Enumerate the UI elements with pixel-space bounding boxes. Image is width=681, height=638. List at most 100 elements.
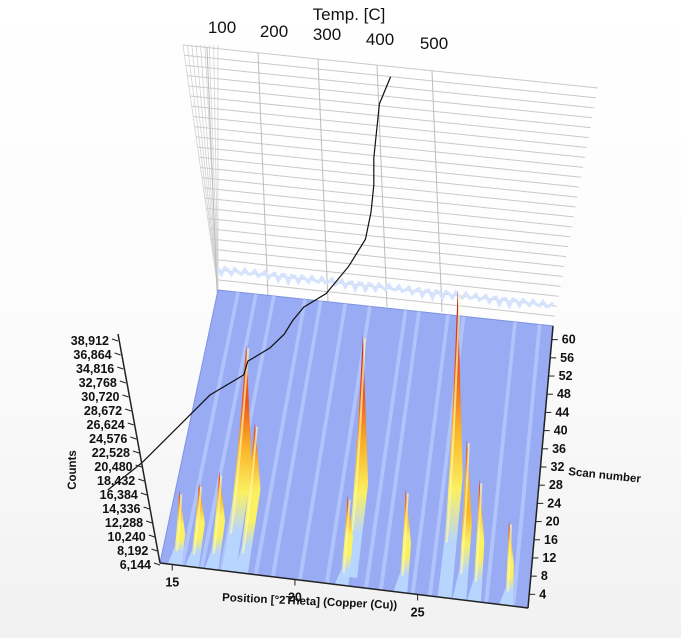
y-tick [111, 338, 119, 342]
gridline [185, 64, 595, 109]
y-tick [130, 436, 137, 440]
gridline [193, 115, 585, 158]
gridline [210, 238, 563, 277]
gridline [201, 177, 574, 218]
x-axis-title: Position [°2Theta] (Copper (Cu)) [222, 592, 398, 612]
z-tick-label: 56 [560, 351, 574, 365]
peak-highlight [506, 524, 512, 592]
z-tick-label: 8 [541, 569, 548, 583]
x-axis-line [159, 562, 529, 609]
gridline [206, 207, 569, 248]
back-wall: 100 200 300 400 500 [182, 18, 599, 327]
temp-gridline [431, 70, 443, 312]
gridline [207, 218, 567, 258]
peak-highlight [229, 348, 250, 535]
gridline [190, 95, 589, 139]
gridline [212, 248, 561, 287]
y-tick [140, 492, 148, 496]
peak-highlight [351, 338, 366, 532]
z-tick-label: 4 [539, 587, 546, 601]
z-tick-label: 20 [546, 515, 560, 529]
gridline [213, 44, 219, 291]
y-tick-label: 8,192 [117, 544, 148, 558]
temp-tick-label: 300 [313, 25, 341, 44]
y-tick-label: 6,144 [120, 558, 151, 572]
y-tick [143, 506, 150, 510]
gridline [184, 54, 597, 99]
y-tick [145, 520, 153, 524]
y-tick-label: 38,912 [71, 334, 109, 348]
gridline [191, 105, 587, 148]
y-tick [124, 408, 132, 412]
floor-streak [364, 309, 408, 589]
peak-highlight [342, 499, 351, 574]
y-tick [138, 478, 145, 482]
gridline [209, 228, 565, 267]
y-tick [151, 548, 158, 552]
y-tick [132, 450, 140, 454]
peak-highlight [241, 426, 258, 554]
y-tick [135, 464, 142, 468]
gridline [216, 279, 555, 317]
z-tick-label: 36 [552, 442, 566, 456]
y-tick-label: 12,288 [105, 516, 143, 530]
y-tick-label: 14,336 [102, 502, 140, 516]
gridline [208, 44, 219, 291]
floor-streak [410, 314, 450, 595]
y-tick [114, 352, 121, 356]
gridline [182, 44, 219, 291]
temp-curve [107, 76, 392, 491]
floor-streak [484, 321, 517, 604]
y-tick-label: 34,816 [76, 362, 114, 376]
floor-streak [199, 293, 258, 569]
y-tick-label: 32,768 [79, 376, 117, 390]
y-tick [119, 380, 127, 384]
y-tick-label: 24,576 [89, 432, 127, 446]
x-tick-label: 20 [288, 591, 302, 605]
z-tick-label: 52 [559, 369, 573, 383]
axes: 6,1448,19210,24012,28814,33616,38418,432… [71, 325, 576, 620]
floor-streak [378, 311, 421, 591]
back-wall-face [183, 45, 598, 326]
gridline [196, 136, 582, 178]
peak-highlight [175, 494, 183, 552]
gridline [203, 187, 572, 228]
z-tick-label: 60 [562, 333, 576, 347]
y-axis-title: Counts [67, 450, 79, 490]
temp-gridline [317, 58, 329, 302]
y-tick [127, 422, 134, 426]
y-tick-label: 36,864 [73, 348, 111, 362]
y-tick-label: 28,672 [84, 404, 122, 418]
y-tick [122, 394, 129, 398]
peak-highlight [445, 293, 461, 543]
temp-tick-label: 400 [366, 30, 394, 49]
y-tick-label: 30,720 [81, 390, 119, 404]
diffraction-peaks [167, 289, 514, 607]
floor-streak [180, 291, 240, 566]
floor-streak [297, 303, 348, 581]
gridline [195, 44, 219, 291]
z-axis-title: Scan number [568, 466, 642, 486]
floor-streak [253, 299, 307, 575]
peak-highlight [192, 486, 203, 555]
y-tick-label: 10,240 [108, 530, 146, 544]
z-tick-label: 32 [551, 460, 565, 474]
peak-highlight [475, 483, 483, 582]
peak-highlight [212, 475, 223, 555]
z-tick-label: 12 [542, 551, 556, 565]
temp-gridline [206, 47, 218, 293]
y-tick-label: 22,528 [92, 446, 130, 460]
temp-tick-label: 200 [260, 22, 288, 41]
y-tick [148, 534, 155, 538]
temp-tick-label: 500 [420, 34, 448, 53]
floor-streak [511, 324, 542, 607]
y-tick-label: 18,432 [97, 474, 135, 488]
gridline [187, 75, 593, 119]
y-tick-label: 20,480 [94, 460, 132, 474]
z-tick-label: 44 [555, 405, 569, 419]
gridline [186, 44, 219, 291]
y-axis-line [117, 333, 161, 564]
temp-tick-label: 100 [208, 18, 236, 37]
floor-streak [324, 306, 372, 584]
